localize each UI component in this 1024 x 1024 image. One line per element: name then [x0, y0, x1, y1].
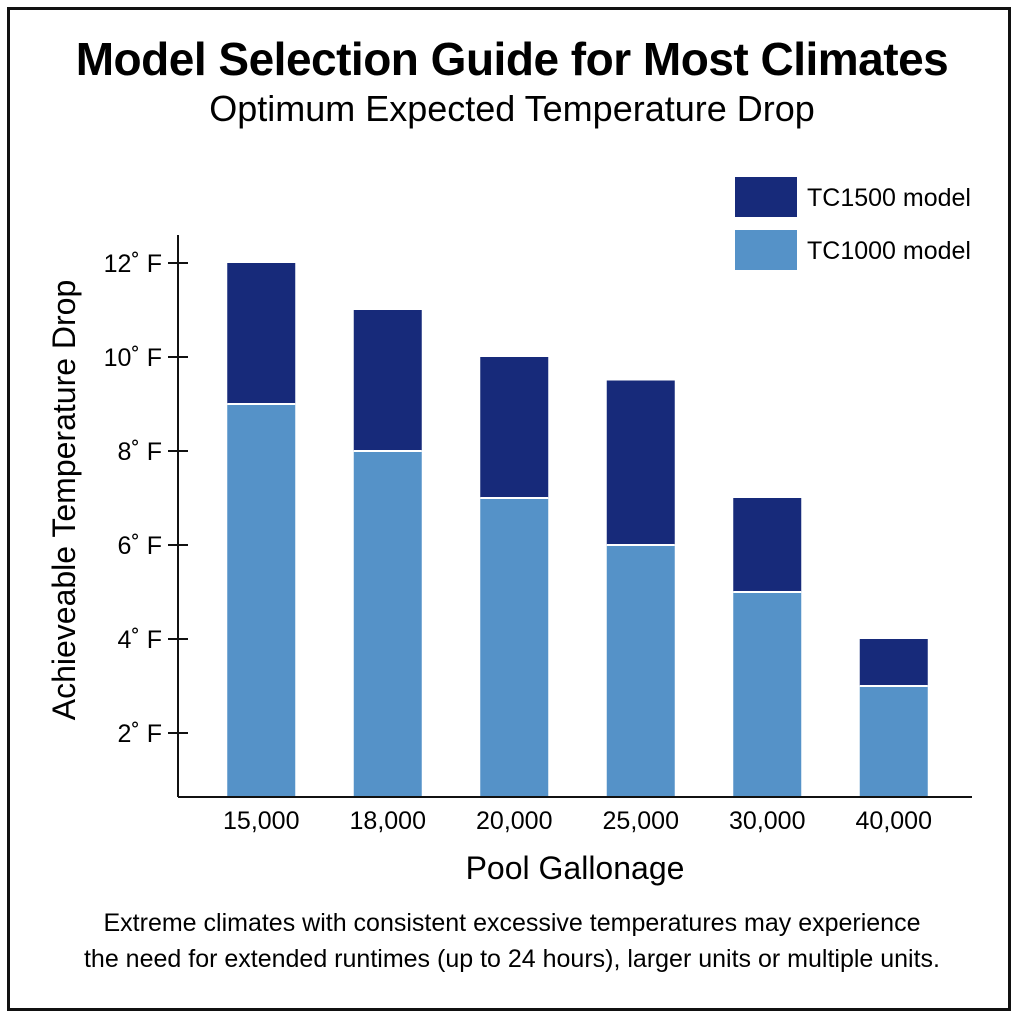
chart-title: Model Selection Guide for Most Climates — [75, 33, 949, 85]
bar-tc1000 — [353, 451, 422, 796]
y-axis-title: Achieveable Temperature Drop — [46, 280, 82, 721]
bar-tc1500 — [227, 263, 296, 404]
bar-tc1000 — [859, 686, 928, 796]
bar-tc1000 — [227, 404, 296, 796]
y-tick-label: 12˚ F — [104, 250, 162, 278]
y-tick-label: 8˚ F — [118, 438, 162, 466]
legend: TC1500 model TC1000 model — [735, 177, 971, 270]
legend-swatch-tc1000 — [735, 230, 797, 270]
legend-swatch-tc1500 — [735, 177, 797, 217]
y-tick-label: 4˚ F — [118, 626, 162, 654]
bar-tc1000 — [480, 498, 549, 796]
y-ticks-group: 2˚ F 4˚ F 6˚ F 8˚ F 10˚ F 12˚ F — [104, 250, 188, 748]
footnote-line-1: Extreme climates with consistent excessi… — [103, 909, 921, 937]
chart-subtitle: Optimum Expected Temperature Drop — [209, 88, 815, 129]
legend-label-tc1500: TC1500 model — [807, 184, 971, 212]
x-tick-label: 25,000 — [603, 807, 679, 835]
x-tick-label: 15,000 — [223, 807, 299, 835]
x-tick-label: 40,000 — [856, 807, 932, 835]
x-axis-title: Pool Gallonage — [466, 850, 685, 886]
footnote: Extreme climates with consistent excessi… — [0, 905, 1024, 977]
x-tick-label: 20,000 — [476, 807, 552, 835]
bar-tc1500 — [606, 380, 675, 545]
bar-tc1500 — [859, 639, 928, 686]
x-tick-label: 30,000 — [729, 807, 805, 835]
x-tick-label: 18,000 — [350, 807, 426, 835]
bar-tc1000 — [606, 545, 675, 796]
bar-tc1000 — [733, 592, 802, 796]
y-tick-label: 6˚ F — [118, 532, 162, 560]
bar-tc1500 — [353, 310, 422, 451]
bar-tc1500 — [480, 357, 549, 498]
bar-tc1500 — [733, 498, 802, 592]
bars-group — [227, 263, 928, 796]
footnote-line-2: the need for extended runtimes (up to 24… — [83, 945, 941, 973]
chart-frame — [7, 7, 1011, 1011]
legend-label-tc1000: TC1000 model — [807, 237, 971, 265]
y-tick-label: 10˚ F — [104, 344, 162, 372]
x-ticks-group: 15,000 18,000 20,000 25,000 30,000 40,000 — [223, 807, 932, 835]
y-tick-label: 2˚ F — [118, 720, 162, 748]
